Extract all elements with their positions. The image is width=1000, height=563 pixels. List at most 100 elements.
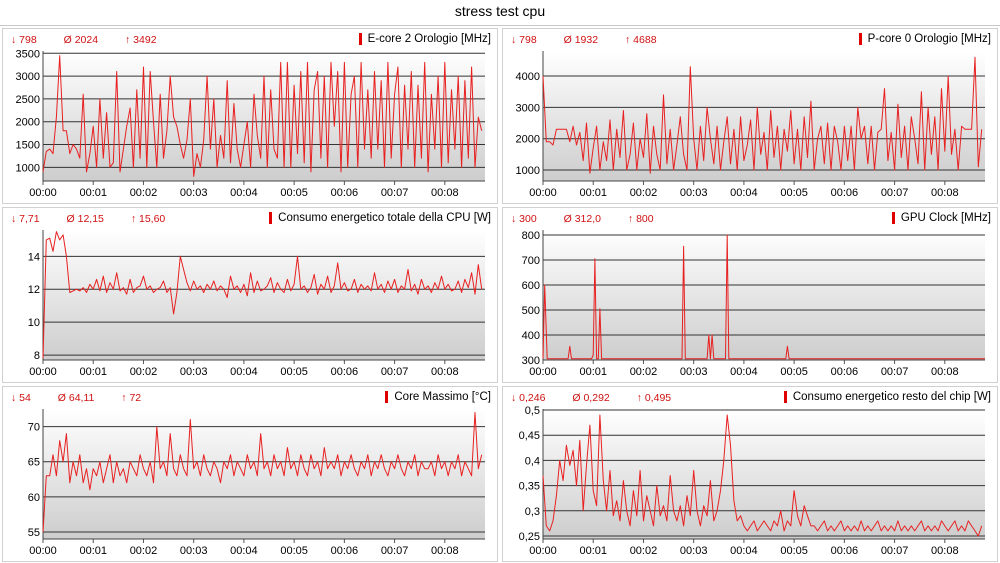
series-line <box>542 234 985 360</box>
x-tick-label: 00:07 <box>381 366 409 378</box>
x-tick-label: 00:08 <box>931 545 959 557</box>
x-tick-label: 00:05 <box>780 187 808 199</box>
page-title: stress test cpu <box>454 3 546 19</box>
stat-avg: Ø 12,15 <box>66 213 104 225</box>
stat-avg: Ø 0,292 <box>572 392 610 404</box>
y-tick-label: 0,5 <box>525 405 540 417</box>
x-tick-label: 00:04 <box>230 545 258 557</box>
chart-panel-gpu-clock: ↓ 300 Ø 312,0 ↑ 800 GPU Clock [MHz] 300 4… <box>502 207 998 383</box>
y-tick-label: 2500 <box>16 94 40 106</box>
y-tick-label: 12 <box>28 284 40 296</box>
stat-min: ↓ 0,246 <box>511 392 546 404</box>
x-tick-label: 00:02 <box>630 187 658 199</box>
chart-plot: 8 10 12 14 00:00 00:01 00:02 00:03 00:04 00:05 00:… <box>28 230 485 378</box>
x-tick-label: 00:07 <box>381 545 409 557</box>
x-tick-label: 00:03 <box>680 545 708 557</box>
x-tick-label: 00:02 <box>630 366 658 378</box>
chart-panel-ecore2-clock: ↓ 798 Ø 2024 ↑ 3492 E-core 2 Orologio [M… <box>2 28 498 204</box>
stat-avg: Ø 2024 <box>63 34 99 46</box>
x-tick-label: 00:01 <box>79 187 107 199</box>
stat-avg: Ø 1932 <box>563 34 599 46</box>
x-tick-label: 00:00 <box>529 545 557 557</box>
x-tick-label: 00:07 <box>881 366 909 378</box>
x-tick-label: 00:01 <box>579 366 607 378</box>
x-tick-label: 00:01 <box>579 545 607 557</box>
plot-area <box>543 409 985 539</box>
x-tick-label: 00:05 <box>280 187 308 199</box>
x-tick-label: 00:04 <box>730 187 758 199</box>
x-tick-label: 00:05 <box>280 366 308 378</box>
stats-row: ↓ 7,71 Ø 12,15 ↑ 15,60 <box>11 213 189 225</box>
chart-panel-rest-of-chip-power: ↓ 0,246 Ø 0,292 ↑ 0,495 Consumo energeti… <box>502 386 998 562</box>
x-tick-label: 00:03 <box>180 187 208 199</box>
stats-row: ↓ 0,246 Ø 0,292 ↑ 0,495 <box>511 392 695 404</box>
y-tick-label: 0,35 <box>519 481 540 493</box>
stat-min: ↓ 7,71 <box>11 213 40 225</box>
x-tick-label: 00:04 <box>730 366 758 378</box>
x-tick-label: 00:00 <box>529 366 557 378</box>
chart-title: Consumo energetico resto del chip [W] <box>783 391 991 403</box>
y-tick-label: 1500 <box>16 140 40 152</box>
x-tick-label: 00:04 <box>230 366 258 378</box>
stats-row: ↓ 54 Ø 64,11 ↑ 72 <box>11 392 165 404</box>
y-tick-label: 0,4 <box>525 455 540 467</box>
series-line <box>42 412 483 533</box>
stats-row: ↓ 798 Ø 2024 ↑ 3492 <box>11 34 181 46</box>
x-tick-label: 00:03 <box>180 545 208 557</box>
series-line <box>542 414 983 537</box>
stat-max: ↑ 800 <box>627 213 654 225</box>
plot-area <box>43 230 485 360</box>
stat-min: ↓ 798 <box>511 34 537 46</box>
chart-panel-pcore0-clock: ↓ 798 Ø 1932 ↑ 4688 P-core 0 Orologio [M… <box>502 28 998 204</box>
chart-panel-cpu-power: ↓ 7,71 Ø 12,15 ↑ 15,60 Consumo energetic… <box>2 207 498 383</box>
x-tick-label: 00:08 <box>431 545 459 557</box>
x-tick-label: 00:06 <box>331 366 359 378</box>
x-tick-label: 00:00 <box>29 545 57 557</box>
stat-min: ↓ 300 <box>511 213 537 225</box>
y-tick-label: 65 <box>28 457 40 469</box>
x-tick-label: 00:04 <box>230 187 258 199</box>
x-tick-label: 00:01 <box>579 187 607 199</box>
chart-panel-core-max-temp: ↓ 54 Ø 64,11 ↑ 72 Core Massimo [°C] 55 60… <box>2 386 498 562</box>
chart-title: Consumo energetico totale della CPU [W] <box>269 212 491 224</box>
y-tick-label: 2000 <box>16 117 40 129</box>
stat-max: ↑ 72 <box>121 392 142 404</box>
x-tick-label: 00:03 <box>680 187 708 199</box>
y-tick-label: 800 <box>522 230 540 242</box>
stat-avg: Ø 312,0 <box>563 213 601 225</box>
y-tick-label: 14 <box>28 251 40 263</box>
x-tick-label: 00:08 <box>431 187 459 199</box>
chart-plot: 55 60 65 70 00:00 00:01 00:02 00:03 00:04 00:05 00… <box>28 409 485 557</box>
chart-title: E-core 2 Orologio [MHz] <box>358 33 491 45</box>
x-tick-label: 00:06 <box>331 545 359 557</box>
stat-max: ↑ 3492 <box>125 34 157 46</box>
chart-title: GPU Clock [MHz] <box>891 212 991 224</box>
chart-plot: 1000 1500 2000 2500 3000 3500 00:00 00:01 00:02 0… <box>16 48 485 199</box>
x-tick-label: 00:00 <box>29 366 57 378</box>
chart-plot: 300 400 500 600 700 800 00:00 00:01 00:02 00:03 00… <box>522 230 985 378</box>
x-tick-label: 00:03 <box>680 366 708 378</box>
x-tick-label: 00:08 <box>431 366 459 378</box>
y-tick-label: 1000 <box>16 162 40 174</box>
x-tick-label: 00:02 <box>130 187 158 199</box>
y-tick-label: 1000 <box>516 165 540 177</box>
x-tick-label: 00:05 <box>780 366 808 378</box>
y-tick-label: 3000 <box>16 71 40 83</box>
y-tick-label: 300 <box>522 355 540 367</box>
x-tick-label: 00:08 <box>931 366 959 378</box>
y-tick-label: 4000 <box>516 71 540 83</box>
y-tick-label: 0,25 <box>519 531 540 543</box>
y-tick-label: 400 <box>522 330 540 342</box>
plot-area <box>543 230 985 360</box>
x-tick-label: 00:06 <box>831 366 859 378</box>
title-divider <box>0 25 1000 26</box>
stat-min: ↓ 798 <box>11 34 37 46</box>
stat-avg: Ø 64,11 <box>57 392 95 404</box>
chart-title: Core Massimo [°C] <box>385 391 491 403</box>
y-tick-label: 600 <box>522 280 540 292</box>
x-tick-label: 00:02 <box>630 545 658 557</box>
stat-min: ↓ 54 <box>11 392 31 404</box>
y-tick-label: 0,45 <box>519 430 540 442</box>
x-tick-label: 00:00 <box>529 187 557 199</box>
y-tick-label: 0,3 <box>525 506 540 518</box>
